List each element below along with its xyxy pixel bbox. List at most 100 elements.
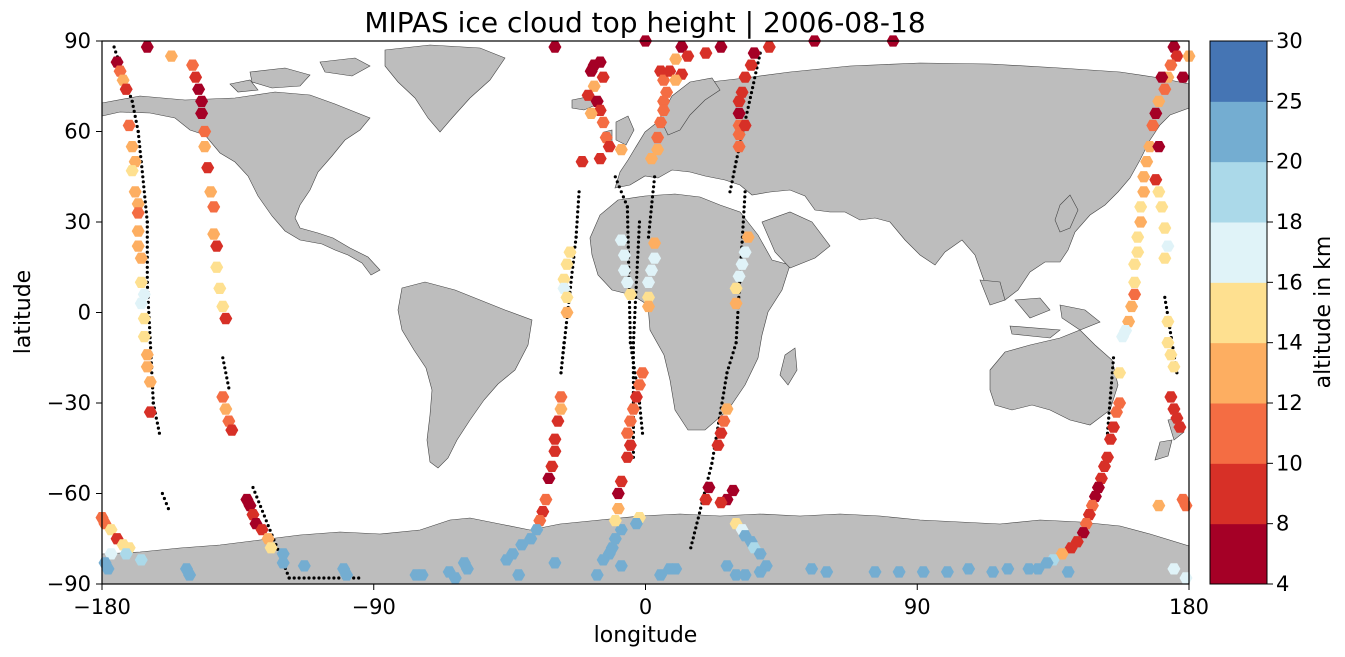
clear-sky-point — [652, 185, 656, 189]
cloud-top-marker — [669, 74, 683, 86]
cloud-top-marker — [137, 312, 151, 325]
clear-sky-point — [631, 366, 636, 370]
cloud-top-marker — [611, 487, 625, 500]
clear-sky-point — [751, 86, 755, 90]
colorbar-tick-label: 8 — [1276, 512, 1289, 536]
clear-sky-point — [357, 576, 361, 580]
cloud-top-marker — [714, 41, 728, 53]
cloud-top-marker — [1152, 499, 1166, 512]
land-europe-asia — [614, 62, 1190, 301]
clear-sky-point — [1111, 366, 1115, 370]
cloud-top-marker — [276, 557, 290, 569]
y-tick-label: 30 — [64, 210, 91, 234]
cloud-top-marker — [575, 156, 589, 168]
cloud-top-marker — [1055, 548, 1069, 560]
clear-sky-point — [650, 200, 654, 204]
clear-sky-point — [227, 386, 231, 390]
y-tick-label: −60 — [47, 482, 91, 506]
clear-sky-point — [151, 396, 155, 400]
cloud-top-marker — [1101, 451, 1114, 463]
clear-sky-point — [1109, 386, 1113, 390]
clear-sky-point — [140, 170, 144, 174]
cloud-top-marker — [1152, 141, 1166, 153]
clear-sky-point — [735, 331, 739, 335]
clear-sky-point — [164, 502, 168, 506]
clear-sky-point — [570, 275, 574, 279]
clear-sky-point — [222, 361, 226, 365]
cloud-top-marker — [648, 237, 662, 249]
clear-sky-point — [575, 225, 579, 229]
cloud-top-marker — [201, 162, 215, 174]
cloud-top-marker — [1125, 300, 1139, 313]
clear-sky-point — [632, 326, 636, 330]
colorbar-segment — [1210, 161, 1267, 223]
cloud-top-marker — [533, 515, 547, 527]
cloud-top-marker — [131, 240, 145, 252]
cloud-top-marker — [560, 306, 574, 319]
clear-sky-point — [292, 576, 296, 580]
clear-sky-point — [155, 421, 159, 425]
cloud-top-marker — [1079, 518, 1093, 530]
cloud-top-marker — [1158, 83, 1172, 95]
colorbar-tick-label: 10 — [1276, 451, 1303, 475]
clear-sky-point — [650, 195, 655, 199]
cloud-top-marker — [735, 86, 749, 98]
clear-sky-point — [625, 210, 630, 214]
cloud-top-marker — [1161, 337, 1175, 349]
colorbar-tick-label: 16 — [1276, 270, 1303, 294]
cloud-top-marker — [626, 403, 640, 415]
cloud-top-marker — [1164, 59, 1178, 71]
clear-sky-point — [1165, 310, 1169, 315]
cloud-top-marker — [617, 249, 631, 261]
cloud-top-marker — [1158, 252, 1172, 264]
clear-sky-point — [563, 336, 567, 340]
colorbar-segment — [1210, 41, 1267, 102]
clear-sky-point — [648, 220, 652, 224]
cloud-top-marker — [119, 548, 133, 560]
clear-sky-point — [742, 215, 746, 219]
cloud-top-marker — [608, 533, 622, 545]
cloud-top-marker — [820, 566, 834, 578]
clear-sky-point — [628, 305, 632, 310]
cloud-top-marker — [204, 186, 218, 198]
clear-sky-point — [615, 180, 619, 184]
cloud-top-marker — [720, 560, 734, 572]
cloud-top-marker — [717, 415, 731, 427]
clear-sky-point — [743, 190, 747, 194]
cloud-top-marker — [986, 566, 1000, 578]
land-greenland — [384, 44, 506, 133]
clear-sky-point — [632, 336, 636, 340]
clear-sky-point — [573, 240, 578, 244]
clear-sky-point — [569, 280, 573, 284]
clear-sky-point — [137, 134, 141, 139]
clear-sky-point — [631, 346, 636, 350]
clear-sky-point — [146, 305, 151, 310]
cloud-top-marker — [219, 312, 233, 325]
clear-sky-point — [151, 401, 155, 405]
clear-sky-point — [574, 235, 578, 239]
clear-sky-point — [327, 576, 331, 580]
clear-sky-point — [145, 230, 149, 234]
cloud-top-marker — [297, 560, 311, 572]
clear-sky-point — [627, 300, 632, 304]
cloud-top-marker — [642, 276, 655, 288]
cloud-top-marker — [276, 548, 290, 560]
clear-sky-point — [626, 240, 630, 244]
clear-sky-point — [712, 451, 716, 455]
map-axes — [95, 35, 1196, 585]
clear-sky-point — [147, 310, 151, 315]
clear-sky-point — [145, 270, 149, 274]
clear-sky-point — [628, 315, 632, 320]
clear-sky-point — [722, 391, 726, 395]
clear-sky-point — [255, 495, 259, 499]
clear-sky-point — [631, 341, 636, 345]
clear-sky-point — [561, 351, 565, 355]
cloud-top-marker — [1113, 367, 1127, 379]
clear-sky-point — [627, 260, 631, 264]
land-canadian-archipelago — [229, 57, 371, 93]
clear-sky-point — [637, 235, 641, 239]
clear-sky-point — [733, 346, 737, 350]
cloud-top-marker — [596, 554, 610, 566]
cloud-top-marker — [623, 439, 637, 451]
cloud-top-marker — [623, 288, 637, 300]
